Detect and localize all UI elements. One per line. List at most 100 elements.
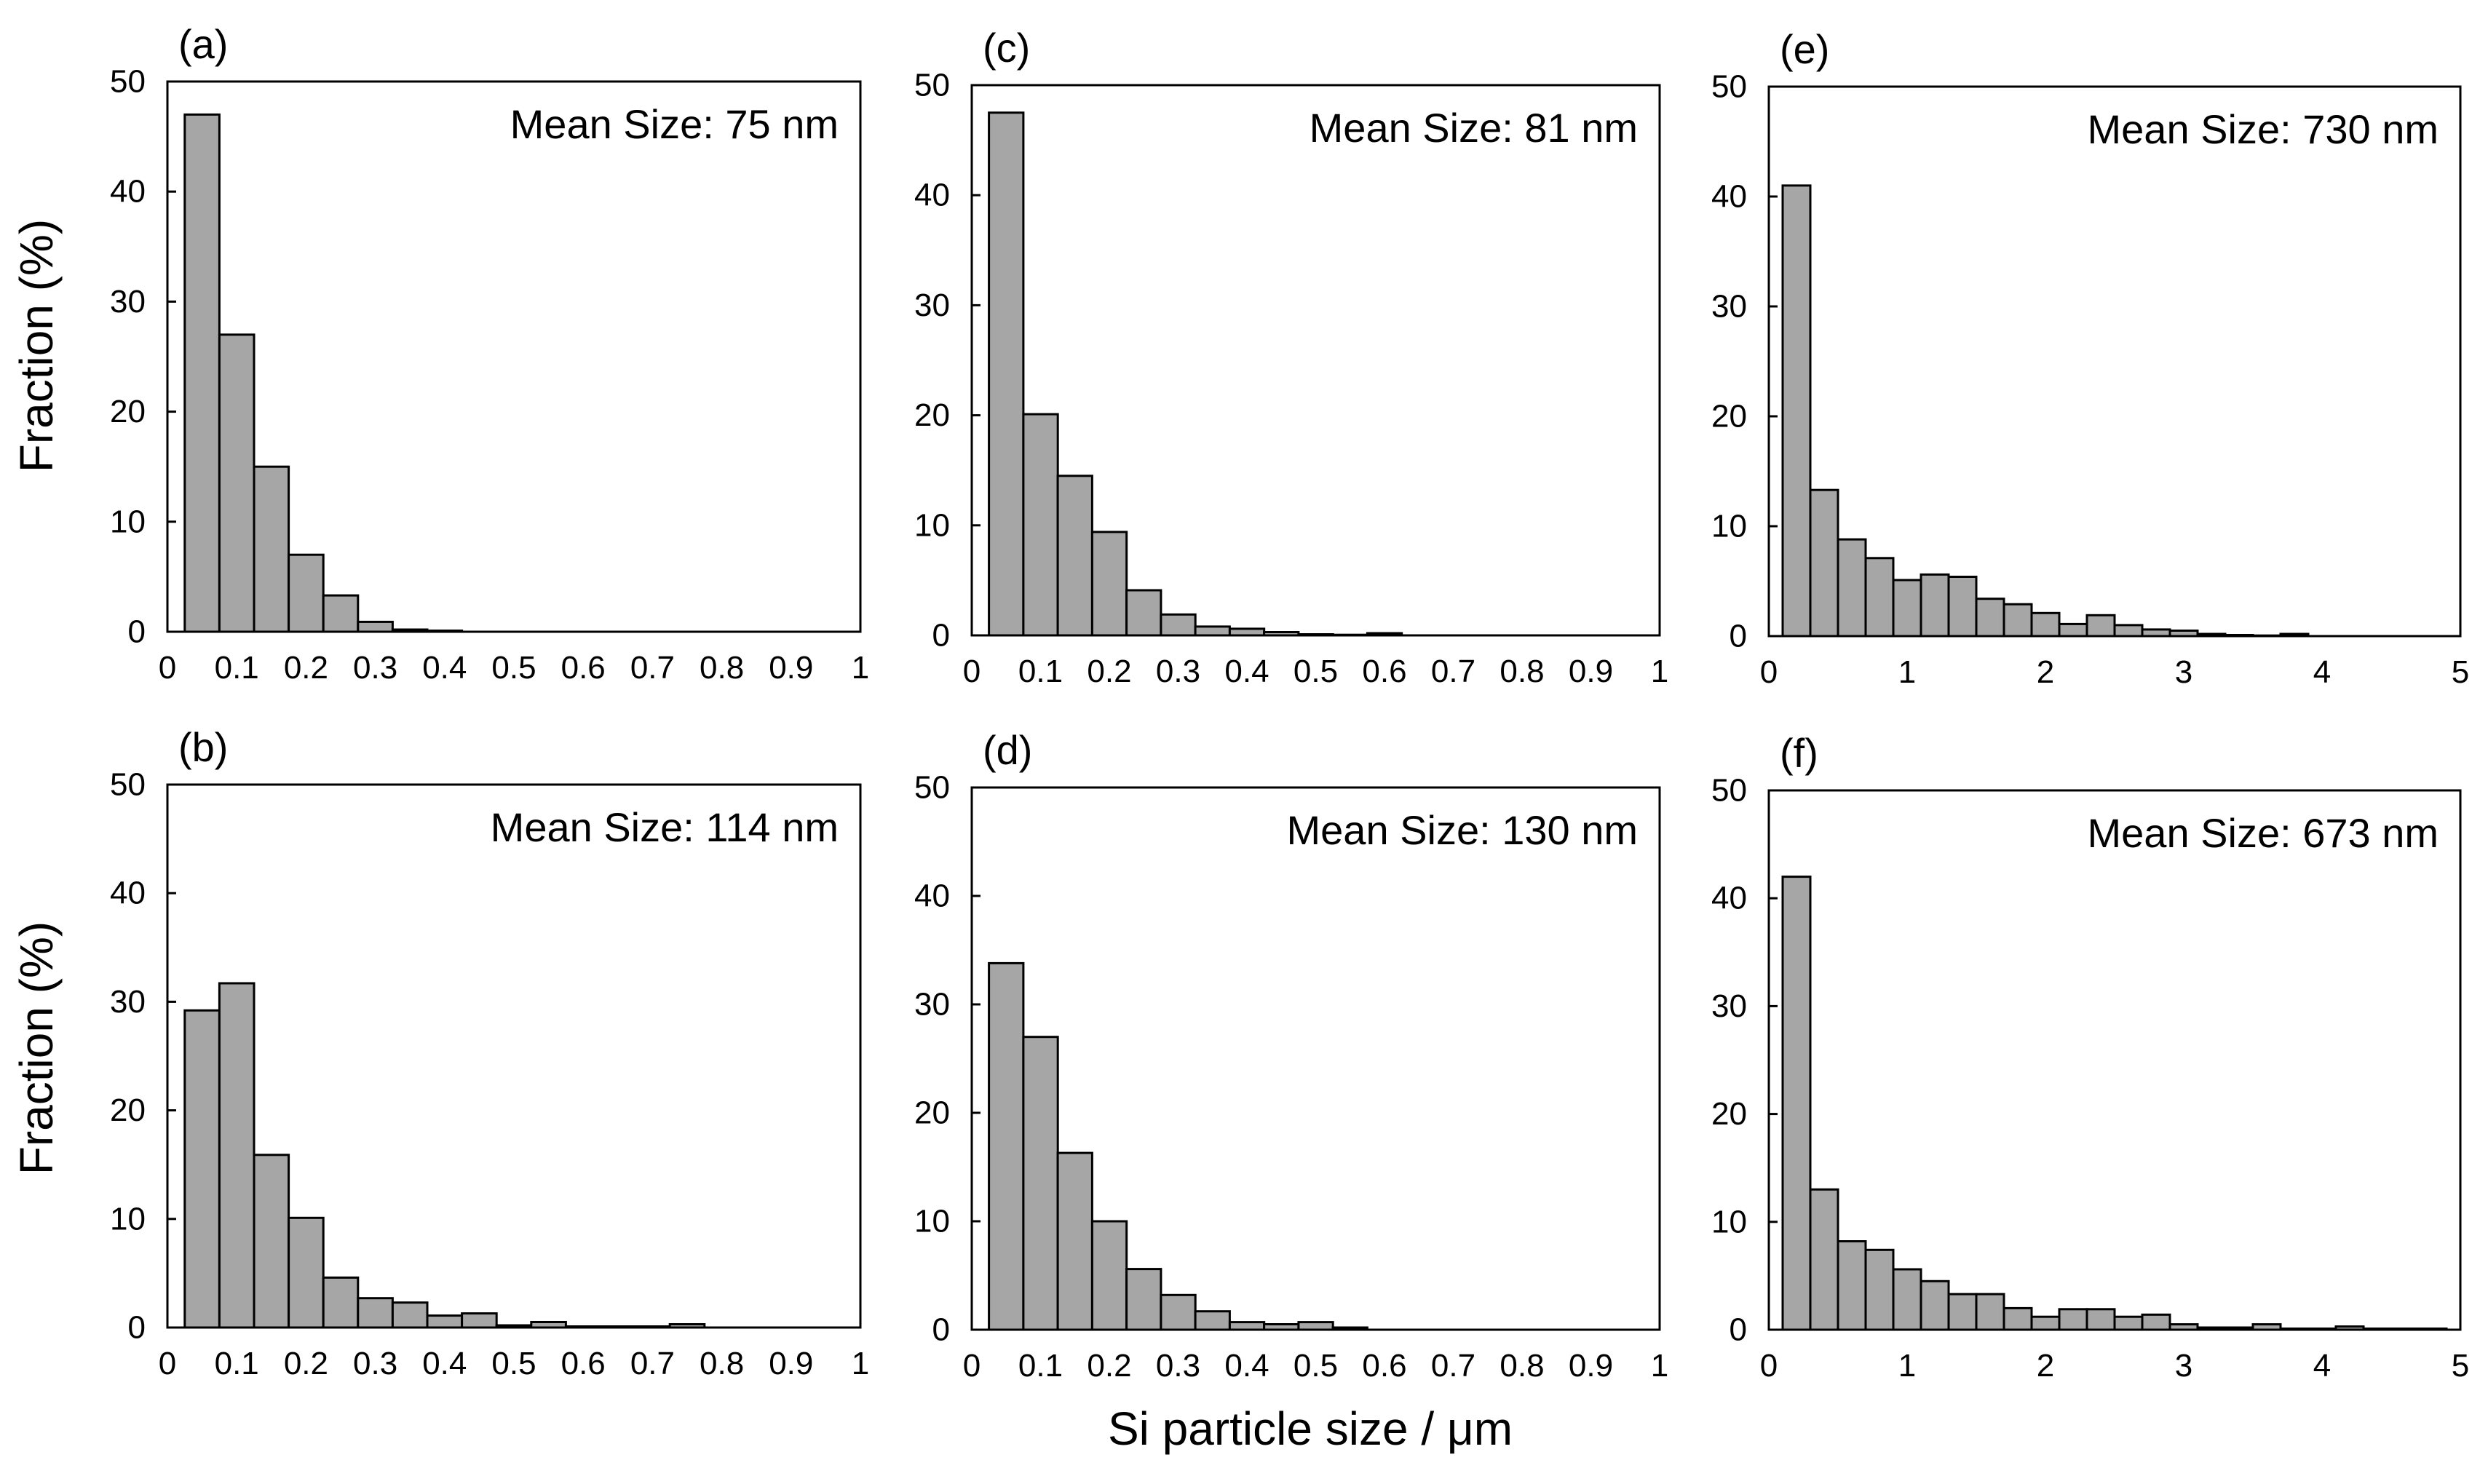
plot-frame bbox=[1767, 85, 2462, 638]
x-tick-label: 1 bbox=[1651, 1348, 1668, 1384]
y-tick-label: 50 bbox=[1711, 773, 1747, 809]
bar bbox=[426, 1314, 464, 1329]
panel-f: 0 10 20 30 40 50 0 1 2 3 4 5 (f) Mean Size: 673 nm bbox=[1711, 730, 2469, 1384]
y-tick-label: 20 bbox=[110, 1092, 146, 1128]
bar bbox=[1947, 576, 1978, 638]
y-tick-label: 40 bbox=[1711, 179, 1747, 215]
x-tick-label: 1 bbox=[1898, 1348, 1916, 1384]
ylabel-bottom: Fraction (%) bbox=[10, 921, 63, 1175]
y-tick-label: 0 bbox=[128, 614, 146, 650]
bar bbox=[183, 1009, 221, 1329]
bar bbox=[218, 333, 255, 633]
x-tick-label: 0.1 bbox=[1018, 654, 1063, 689]
bar bbox=[988, 961, 1025, 1331]
bar bbox=[2085, 1308, 2116, 1331]
y-tick-label: 40 bbox=[914, 178, 950, 213]
x-tick-label: 0.1 bbox=[215, 650, 259, 686]
panel-label-a: (a) bbox=[178, 21, 228, 67]
bar bbox=[322, 1276, 360, 1329]
x-tick-label: 0.1 bbox=[215, 1346, 259, 1381]
x-tick-label: 0.5 bbox=[491, 650, 536, 686]
y-tick-label: 40 bbox=[110, 174, 146, 210]
plot-frame bbox=[166, 80, 862, 633]
bar bbox=[2141, 1313, 2171, 1331]
bar bbox=[1975, 1293, 2005, 1331]
bar bbox=[1022, 1036, 1059, 1331]
y-tick-label: 50 bbox=[110, 64, 146, 100]
y-tick-label: 30 bbox=[1711, 988, 1747, 1024]
y-tick-label: 30 bbox=[110, 284, 146, 320]
x-tick-label: 0.2 bbox=[284, 1346, 328, 1381]
panel-b: 0 10 20 30 40 50 0 0.1 0.2 0.3 0.4 0.5 0.6 0.7 0.8 0.9 1… bbox=[110, 724, 869, 1381]
x-tick-label: 0.6 bbox=[561, 1346, 606, 1381]
x-tick-label: 0.7 bbox=[630, 650, 675, 686]
y-tick-label: 10 bbox=[1711, 509, 1747, 544]
y-tick-label: 30 bbox=[914, 987, 950, 1023]
x-tick-label: 0.8 bbox=[1500, 654, 1544, 689]
y-tick-label: 20 bbox=[110, 394, 146, 429]
bar bbox=[1892, 1268, 1922, 1331]
x-tick-label: 0.5 bbox=[1294, 654, 1338, 689]
y-tick-label: 40 bbox=[914, 878, 950, 914]
y-tick-label: 50 bbox=[1711, 69, 1747, 105]
bar bbox=[1056, 1151, 1093, 1331]
y-tick-label: 40 bbox=[110, 876, 146, 911]
x-tick-label: 0 bbox=[963, 1348, 980, 1384]
y-tick-label: 20 bbox=[1711, 399, 1747, 435]
x-tick-label: 0.8 bbox=[700, 1346, 744, 1381]
mean-size-label: Mean Size: 81 nm bbox=[1310, 105, 1638, 151]
panel-label-f: (f) bbox=[1780, 730, 1818, 776]
x-tick-label: 0.9 bbox=[1569, 1348, 1613, 1384]
y-tick-label: 20 bbox=[914, 1095, 950, 1131]
x-tick-label: 0.9 bbox=[769, 1346, 813, 1381]
bar bbox=[1194, 1310, 1231, 1331]
bar bbox=[2085, 614, 2116, 638]
y-tick-label: 0 bbox=[1730, 619, 1747, 654]
y-tick-label: 40 bbox=[1711, 881, 1747, 916]
panel-d: 0 10 20 30 40 50 0 0.1 0.2 0.3 0.4 0.5 0.6 0.7 0.8 0.9 1… bbox=[914, 727, 1668, 1384]
plot-frame bbox=[166, 783, 862, 1329]
bar bbox=[1809, 488, 1839, 638]
y-tick-label: 10 bbox=[110, 1201, 146, 1237]
bar bbox=[2030, 1315, 2061, 1331]
y-tick-label: 50 bbox=[110, 767, 146, 803]
x-tick-label: 0.3 bbox=[353, 1346, 397, 1381]
x-tick-label: 0 bbox=[159, 1346, 176, 1381]
y-tick-label: 10 bbox=[914, 1204, 950, 1239]
x-tick-label: 1 bbox=[1898, 654, 1916, 690]
y-tick-label: 0 bbox=[932, 618, 950, 654]
bar bbox=[461, 1312, 498, 1329]
x-tick-label: 0 bbox=[1760, 654, 1778, 690]
panel-a: 0 10 20 30 40 50 0 0.1 0.2 0.3 0.4 0.5 0.6 0.7 0.8 0.9 1… bbox=[110, 21, 869, 686]
bar bbox=[1864, 557, 1895, 638]
bar bbox=[391, 1301, 429, 1329]
bar bbox=[1160, 1293, 1197, 1331]
bar bbox=[2002, 1306, 2033, 1331]
y-tick-label: 10 bbox=[1711, 1204, 1747, 1239]
x-tick-label: 0.4 bbox=[422, 1346, 467, 1381]
x-tick-label: 0.6 bbox=[1362, 1348, 1406, 1384]
panel-label-e: (e) bbox=[1780, 26, 1829, 72]
y-tick-label: 0 bbox=[1730, 1312, 1747, 1348]
bar bbox=[1864, 1248, 1895, 1331]
bar bbox=[253, 1154, 290, 1329]
x-tick-label: 1 bbox=[852, 650, 869, 686]
bar bbox=[1125, 1268, 1162, 1331]
bar bbox=[2002, 603, 2033, 638]
bar bbox=[1920, 1279, 1950, 1331]
bar bbox=[253, 465, 290, 633]
x-tick-label: 0.7 bbox=[1431, 654, 1475, 689]
bar bbox=[1892, 579, 1922, 638]
x-tick-label: 3 bbox=[2175, 1348, 2192, 1384]
x-tick-label: 0.1 bbox=[1018, 1348, 1063, 1384]
panel-label-b: (b) bbox=[178, 724, 228, 770]
x-tick-label: 5 bbox=[2452, 1348, 2469, 1384]
bar bbox=[2058, 622, 2088, 638]
x-tick-label: 0.3 bbox=[1156, 1348, 1200, 1384]
plot-frame bbox=[970, 84, 1661, 637]
xlabel: Si particle size / μm bbox=[1108, 1402, 1513, 1455]
x-tick-label: 0.8 bbox=[700, 650, 744, 686]
x-tick-label: 0.6 bbox=[1362, 654, 1406, 689]
bar bbox=[1837, 538, 1867, 638]
panel-e: 0 10 20 30 40 50 0 1 2 3 4 5 (e) Mean Size: 730 nm bbox=[1711, 26, 2469, 690]
